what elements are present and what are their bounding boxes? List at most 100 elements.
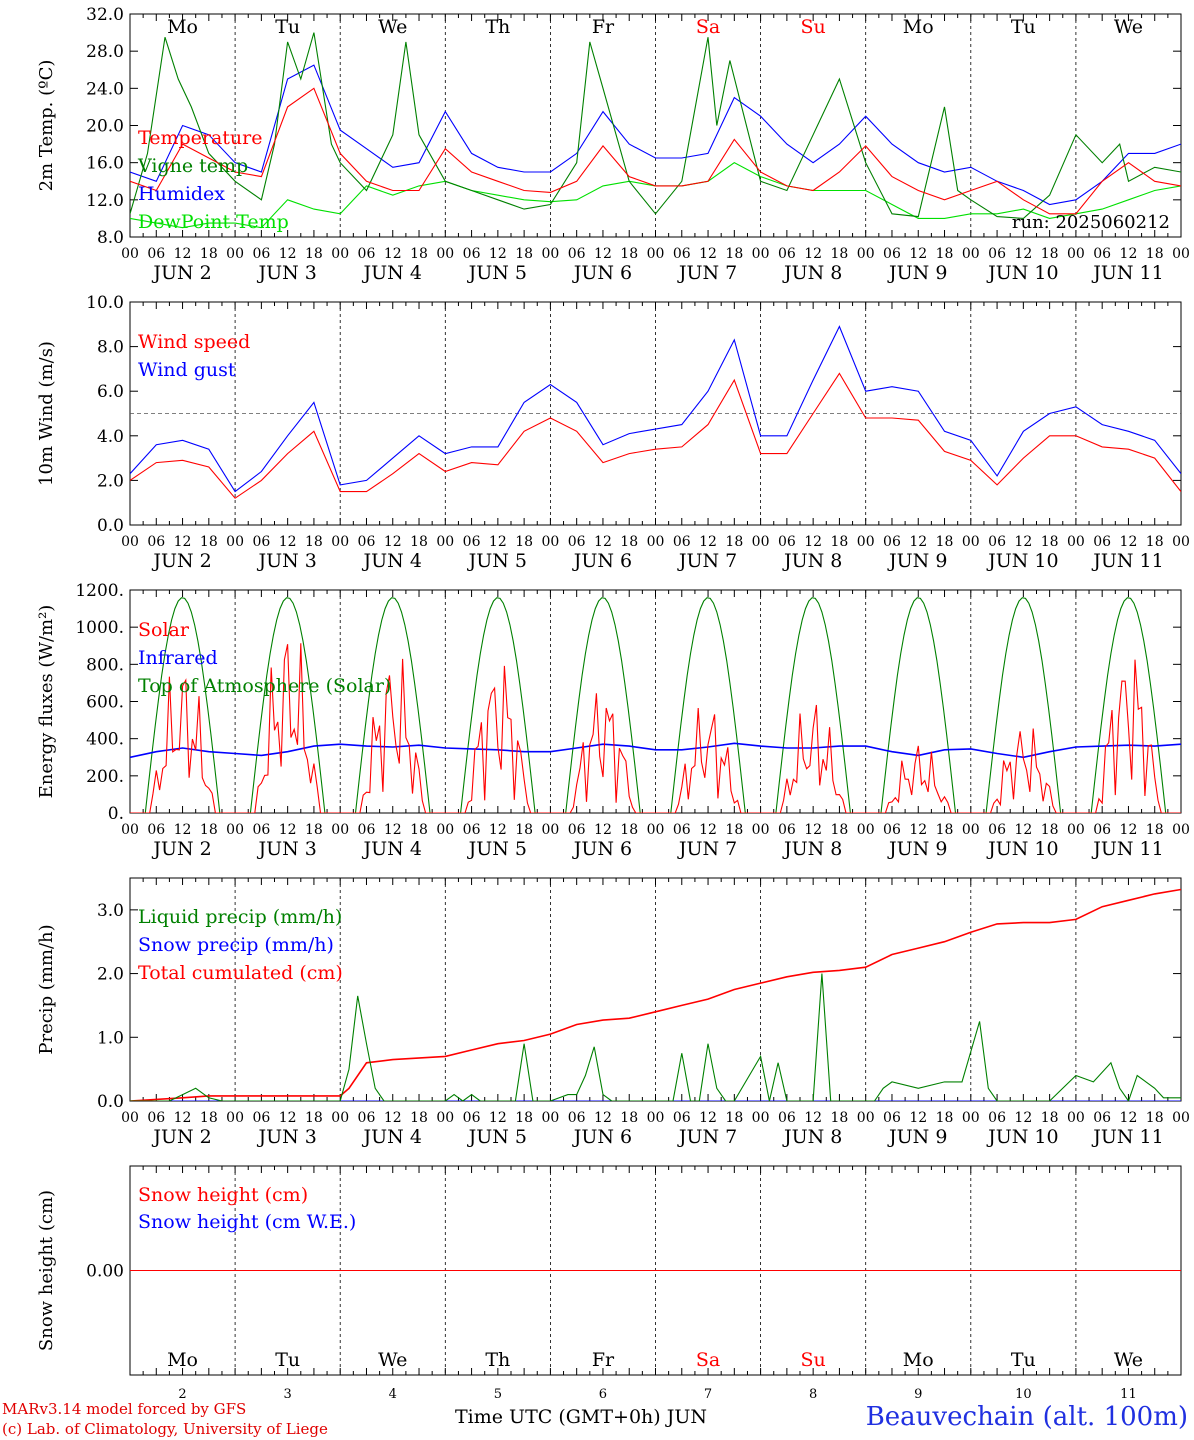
series-top-of-atmosphere-solar- [130,597,1181,813]
x-hour-label: 06 [147,1110,165,1126]
x-hour-label: 00 [962,822,980,838]
x-hour-label: 18 [620,1110,638,1126]
weekday-label: Su [801,16,826,38]
x-hour-label: 06 [147,822,165,838]
weekday-label: Th [485,16,510,38]
x-hour-label: 12 [909,1110,927,1126]
y-axis-label: 2m Temp. (ºC) [36,60,57,192]
weekday-label: Tu [275,1349,300,1371]
x-hour-label: 00 [226,534,244,550]
x-hour-label: 00 [857,1110,875,1126]
x-hour-label: 12 [1120,1110,1138,1126]
x-date-label: JUN 4 [362,1126,422,1148]
x-hour-label: 18 [1146,246,1164,262]
x-hour-label: 18 [1146,1110,1164,1126]
x-hour-label: 06 [988,534,1006,550]
x-hour-label: 12 [174,534,192,550]
series-liquid-precip-mm-h- [130,973,1181,1101]
x-date-label: JUN 3 [256,838,316,860]
x-hour-label: 00 [962,246,980,262]
x-date-label: JUN 5 [467,262,527,284]
x-hour-label: 06 [1093,534,1111,550]
x-date-label: JUN 8 [782,838,842,860]
x-hour-label: 12 [279,822,297,838]
legend-entry-snow-height-cm-: Snow height (cm) [138,1184,308,1206]
x-date-label: JUN 4 [362,550,422,572]
x-hour-label: 06 [252,822,270,838]
y-tick-label: 4.0 [97,427,124,447]
weekday-label: Fr [592,1349,615,1371]
x-hour-label: 00 [226,1110,244,1126]
y-tick-label: 0.00 [86,1262,124,1282]
x-date-label: JUN 6 [572,262,632,284]
x-date-label: JUN 7 [677,838,737,860]
x-hour-label: 18 [1041,534,1059,550]
x-hour-label: 18 [1146,822,1164,838]
x-hour-label: 12 [489,246,507,262]
x-hour-label: 12 [279,246,297,262]
x-hour-label: 06 [252,1110,270,1126]
x-hour-label: 18 [936,534,954,550]
x-hour-label: 00 [541,246,559,262]
x-hour-label: 00 [331,534,349,550]
x-hour-label: 00 [857,822,875,838]
series-infrared [130,742,1181,759]
series-temperature [130,87,1181,215]
x-hour-label: 00 [857,534,875,550]
x-hour-label: 06 [252,534,270,550]
x-hour-label: 12 [384,534,402,550]
x-hour-label: 00 [1067,246,1085,262]
y-tick-label: 2.0 [97,965,124,985]
x-hour-label: 12 [489,1110,507,1126]
x-hour-label: 18 [305,1110,323,1126]
weekday-label: We [1114,16,1143,38]
legend-entry-dewpoint-temp: DewPoint Temp [138,211,289,233]
day-number-label: 8 [809,1387,817,1402]
x-hour-label: 12 [804,822,822,838]
lab-credit: (c) Lab. of Climatology, University of L… [2,1420,328,1438]
x-hour-label: 12 [1014,534,1032,550]
x-hour-label: 12 [1120,822,1138,838]
x-date-label: JUN 2 [151,262,211,284]
y-tick-label: 28.0 [86,42,124,62]
y-tick-label: 1000. [75,618,124,638]
x-hour-label: 00 [226,246,244,262]
y-tick-label: 0. [108,804,124,824]
legend-entry-infrared: Infrared [138,647,218,669]
x-hour-label: 06 [568,534,586,550]
x-hour-label: 18 [725,246,743,262]
weekday-label: We [378,1349,407,1371]
x-hour-label: 00 [121,822,139,838]
x-hour-label: 12 [384,1110,402,1126]
day-number-label: 2 [178,1387,186,1402]
x-hour-label: 00 [541,822,559,838]
x-hour-label: 06 [463,246,481,262]
x-hour-label: 00 [226,822,244,838]
x-hour-label: 06 [778,1110,796,1126]
weekday-label: Tu [1011,1349,1036,1371]
x-date-label: JUN 7 [677,550,737,572]
weekday-label: Mo [903,1349,934,1371]
x-hour-label: 18 [725,1110,743,1126]
x-hour-label: 12 [384,246,402,262]
x-hour-label: 12 [1120,534,1138,550]
x-hour-label: 18 [936,1110,954,1126]
weekday-label: Sa [696,16,720,38]
x-hour-label: 06 [988,1110,1006,1126]
weekday-label: Tu [275,16,300,38]
day-number-label: 3 [284,1387,292,1402]
x-hour-label: 18 [831,1110,849,1126]
x-hour-label: 18 [305,534,323,550]
y-axis-label: Precip (mm/h) [36,924,57,1054]
weekday-label: Sa [696,1349,720,1371]
x-hour-label: 06 [673,246,691,262]
y-tick-label: 800. [86,655,124,675]
day-number-label: 4 [389,1387,397,1402]
day-number-label: 6 [599,1387,607,1402]
x-hour-label: 06 [252,246,270,262]
x-hour-label: 18 [515,246,533,262]
y-tick-label: 12.0 [86,191,124,211]
x-date-label: JUN 5 [467,1126,527,1148]
x-date-label: JUN 3 [256,550,316,572]
x-hour-label: 18 [1041,822,1059,838]
